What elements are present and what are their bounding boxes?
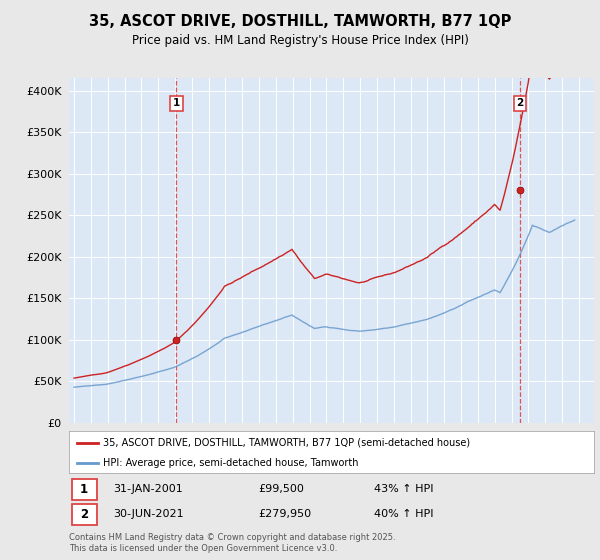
Text: Price paid vs. HM Land Registry's House Price Index (HPI): Price paid vs. HM Land Registry's House … [131, 34, 469, 46]
Bar [71, 479, 97, 500]
Text: 2: 2 [80, 508, 88, 521]
Text: 1: 1 [80, 483, 88, 496]
Text: Contains HM Land Registry data © Crown copyright and database right 2025.
This d: Contains HM Land Registry data © Crown c… [69, 533, 395, 553]
Text: 2: 2 [517, 99, 524, 108]
Text: 31-JAN-2001: 31-JAN-2001 [113, 484, 184, 494]
Bar [71, 503, 97, 525]
Text: £99,500: £99,500 [258, 484, 304, 494]
Text: 30-JUN-2021: 30-JUN-2021 [113, 509, 184, 519]
Text: 1: 1 [173, 99, 180, 108]
Text: £279,950: £279,950 [258, 509, 311, 519]
Text: HPI: Average price, semi-detached house, Tamworth: HPI: Average price, semi-detached house,… [103, 458, 359, 468]
Text: 35, ASCOT DRIVE, DOSTHILL, TAMWORTH, B77 1QP (semi-detached house): 35, ASCOT DRIVE, DOSTHILL, TAMWORTH, B77… [103, 438, 470, 448]
Text: 40% ↑ HPI: 40% ↑ HPI [373, 509, 433, 519]
Text: 35, ASCOT DRIVE, DOSTHILL, TAMWORTH, B77 1QP: 35, ASCOT DRIVE, DOSTHILL, TAMWORTH, B77… [89, 14, 511, 29]
Text: 43% ↑ HPI: 43% ↑ HPI [373, 484, 433, 494]
